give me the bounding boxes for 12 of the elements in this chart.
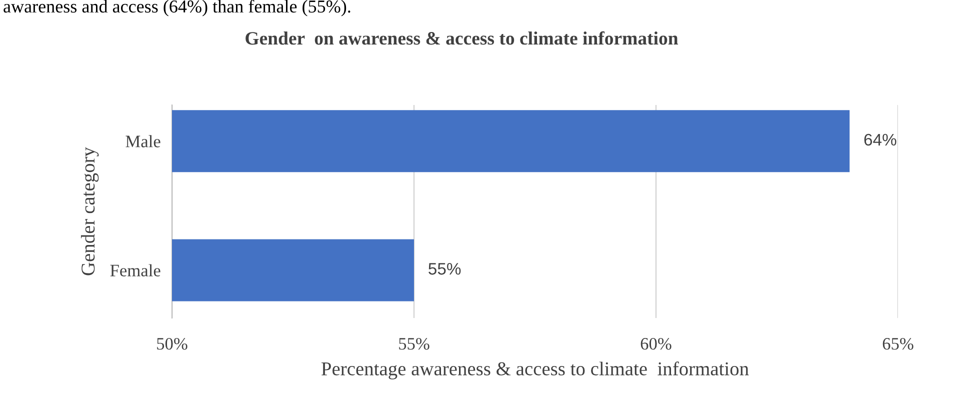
y-axis-title: Gender category bbox=[80, 147, 99, 276]
x-tick-label: 50% bbox=[157, 338, 188, 350]
data-label: 55% bbox=[428, 262, 461, 275]
x-tick-label: 55% bbox=[399, 338, 430, 350]
y-tick-label: Male bbox=[126, 135, 160, 148]
data-label: 64% bbox=[864, 134, 896, 146]
x-axis-title: Percentage awareness & access to climate information bbox=[321, 362, 749, 380]
chart-title: Gender on awareness & access to climate information bbox=[246, 31, 678, 45]
x-tick-label: 60% bbox=[640, 338, 672, 350]
x-tick-label: 65% bbox=[882, 338, 914, 350]
text: awareness and access (64%) than female (55%). bbox=[4, 0, 350, 16]
y-tick-label: Female bbox=[110, 264, 160, 276]
